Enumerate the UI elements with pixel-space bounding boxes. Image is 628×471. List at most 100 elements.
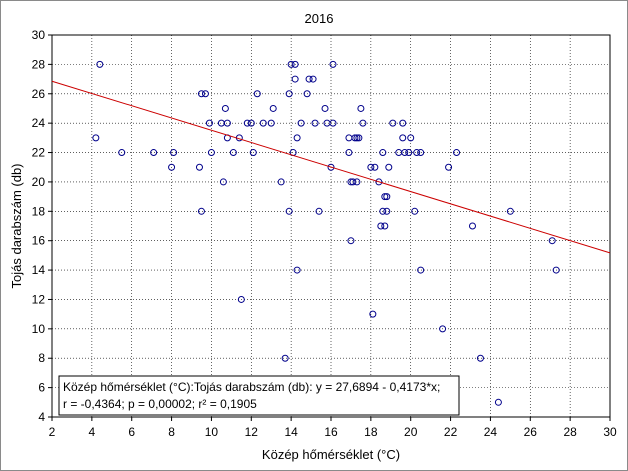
data-point (353, 178, 361, 186)
data-points (92, 60, 560, 406)
data-point (371, 163, 379, 171)
data-point (197, 207, 205, 215)
data-point (439, 325, 447, 333)
data-point (349, 178, 357, 186)
data-point (453, 149, 461, 157)
data-point (379, 149, 387, 157)
y-tick-label: 28 (32, 57, 46, 71)
y-tick-label: 16 (32, 234, 46, 248)
data-point (221, 104, 229, 112)
x-tick-label: 14 (284, 425, 298, 439)
legend-statistics: r = -0,4364; p = 0,00002; r² = 0,1905 (63, 397, 257, 411)
x-axis-title: Közép hőmérséklet (°C) (262, 447, 400, 462)
x-tick-label: 2 (49, 425, 56, 439)
y-tick-label: 26 (32, 87, 46, 101)
data-point (309, 75, 317, 83)
data-point (201, 90, 209, 98)
data-point (253, 90, 261, 98)
data-point (476, 354, 484, 362)
data-point (259, 119, 267, 127)
data-point (219, 178, 227, 186)
data-point (381, 222, 389, 230)
data-point (303, 90, 311, 98)
y-tick-label: 24 (32, 116, 46, 130)
data-point (353, 134, 361, 142)
data-point (379, 207, 387, 215)
data-point (351, 134, 359, 142)
legend-box: Közép hőmérséklet (°C):Tojás darabszám (… (58, 375, 460, 416)
data-point (329, 119, 337, 127)
data-point (347, 237, 355, 245)
data-point (377, 222, 385, 230)
data-point (399, 119, 407, 127)
data-point (205, 119, 213, 127)
data-point (297, 119, 305, 127)
data-point (92, 134, 100, 142)
data-point (381, 193, 389, 201)
y-tick-label: 30 (32, 28, 46, 42)
x-tick-label: 20 (404, 425, 418, 439)
data-point (329, 60, 337, 68)
data-point (552, 266, 560, 274)
data-point (291, 75, 299, 83)
data-point (445, 163, 453, 171)
legend-equation: Közép hőmérséklet (°C):Tojás darabszám (… (63, 380, 440, 394)
data-point (291, 60, 299, 68)
y-tick-label: 4 (38, 410, 45, 424)
y-tick-label: 6 (38, 381, 45, 395)
data-point (417, 149, 425, 157)
data-point (285, 90, 293, 98)
data-point (375, 178, 383, 186)
data-point (247, 119, 255, 127)
data-point (305, 75, 313, 83)
data-point (315, 207, 323, 215)
y-tick-label: 12 (32, 292, 46, 306)
x-tick-label: 6 (128, 425, 135, 439)
regression-line (51, 80, 611, 254)
data-point (321, 104, 329, 112)
x-tick-label: 8 (168, 425, 175, 439)
x-tick-label: 10 (205, 425, 219, 439)
data-point (357, 104, 365, 112)
grid (51, 34, 611, 418)
x-tick-label: 28 (563, 425, 577, 439)
data-point (195, 163, 203, 171)
y-tick-label: 14 (32, 263, 46, 277)
x-tick-label: 18 (364, 425, 378, 439)
data-point (243, 119, 251, 127)
axis-ticks: 2 4 6 8 10 12 14 16 18 20 22 24 26 28 3046810121416182… (32, 28, 617, 439)
data-point (170, 149, 178, 157)
data-point (267, 119, 275, 127)
data-point (399, 134, 407, 142)
x-tick-label: 16 (324, 425, 338, 439)
y-tick-label: 10 (32, 322, 46, 336)
x-tick-label: 22 (444, 425, 458, 439)
data-point (229, 149, 237, 157)
data-point (407, 134, 415, 142)
data-point (405, 149, 413, 157)
data-point (417, 266, 425, 274)
data-point (383, 193, 391, 201)
data-point (285, 207, 293, 215)
data-point (411, 207, 419, 215)
y-tick-label: 22 (32, 146, 46, 160)
data-point (311, 119, 319, 127)
data-point (369, 310, 377, 318)
data-point (293, 134, 301, 142)
legend-background (58, 375, 460, 416)
data-point (413, 149, 421, 157)
data-point (345, 149, 353, 157)
data-point (367, 163, 375, 171)
data-point (389, 119, 397, 127)
data-point (468, 222, 476, 230)
data-point (96, 60, 104, 68)
data-point (269, 104, 277, 112)
data-point (548, 237, 556, 245)
data-point (287, 60, 295, 68)
data-point (150, 149, 158, 157)
x-tick-label: 26 (524, 425, 538, 439)
x-tick-label: 24 (484, 425, 498, 439)
data-point (293, 266, 301, 274)
data-point (327, 163, 335, 171)
